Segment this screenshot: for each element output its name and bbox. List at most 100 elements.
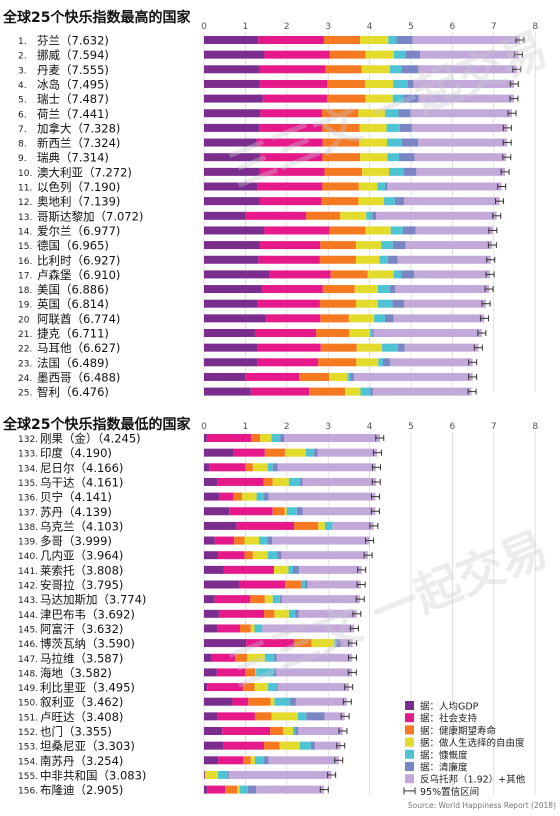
top25-x-tick-label: 6 [450,22,456,32]
source-note: Source: World Happiness Report (2018) [408,801,556,810]
bottom25-bar-segment [267,551,278,560]
bottom25-x-tick-label: 4 [367,422,373,432]
top25-bar-segment [204,197,260,206]
top25-bar-segment [389,285,396,294]
top25-bar-segment [356,343,383,352]
top25-bar-segment [259,167,325,176]
top25-bar-segment [418,65,517,74]
top25-bar-segment [349,329,371,337]
top25-bar-segment [321,109,359,118]
top25-bar-segment [259,123,323,132]
top25-bar-segment [324,36,361,44]
top25-bar-segment [366,211,373,220]
top25-bar-segment [260,109,322,118]
top25-x-tick-label: 5 [408,22,414,32]
top25-x-tick-label: 2 [284,22,290,32]
top25-bar-segment [204,314,267,323]
bottom25-rank-label: 148. [18,669,38,679]
top25-rank-label: 14. [18,227,32,237]
top25-rank-label: 24. [18,374,32,384]
top25-rank-label: 10. [18,169,32,179]
bottom25-bar-segment [217,712,255,721]
top25-country-label: 智利（6.476) [37,385,109,399]
top25-bar-segment [329,50,366,59]
bottom25-bar-segment [204,565,224,574]
bottom25-bar-segment [228,770,332,779]
bottom25-rank-label: 141. [18,567,38,577]
bottom25-bar-segment [285,448,306,457]
bottom25-bar-segment [204,521,237,530]
bottom25-country-label: 苏丹（4.139) [40,505,112,519]
top25-row: 17. 卢森堡（6.910) [18,268,495,282]
top25-rank-label: 3. [18,66,27,76]
bottom25-bar-segment [242,492,257,501]
bottom25-bar-segment [204,580,240,589]
bottom25-rank-label: 149. [18,684,38,694]
top25-bar-segment [345,387,361,396]
top25-bar-segment [387,182,502,191]
bottom25-bar-segment [227,770,229,779]
legend-label: 据：社会支持 [420,713,478,725]
bottom25-title: 全球25个快乐指数最低的国家 [2,416,191,433]
bottom25-bar-segment [279,595,282,604]
bottom25-bar-segment [216,668,246,677]
top25-bar-segment [415,226,493,235]
bottom25-country-label: 安哥拉（3.795) [40,578,123,592]
top25-bar-segment [376,211,497,220]
bottom25-bar-segment [259,536,268,545]
bottom25-bar-segment [233,492,243,501]
top25-bar-segment [325,65,362,74]
bottom25-bar-segment [317,448,378,457]
bottom25-bar-segment [274,653,277,662]
bottom25-bar-segment [204,624,218,633]
top25-bar-segment [373,329,482,337]
top25-row: 18. 美国（6.886) [18,283,494,297]
top25-country-label: 加拿大（7.328) [37,121,120,135]
bottom25-bar-segment [285,580,302,589]
bottom25-row: 150. 叙利亚（3.462) [18,695,352,709]
bottom25-bar-segment [233,448,265,457]
top25-bar-segment [372,211,377,220]
bottom25-bar-segment [310,741,315,750]
top25-bar-segment [384,197,395,206]
top25-title: 全球25个快乐指数最高的国家 [2,9,191,26]
bottom25-rank-label: 139. [18,538,38,548]
top25-bar-segment [245,211,307,220]
top25-rank-label: 7. [18,125,27,135]
bottom25-bar-segment [204,434,207,442]
bottom25-bar-segment [251,434,261,442]
bottom25-row: 149. 利比里亚（3.495) [18,681,354,695]
bottom25-country-label: 多哥（3.999) [40,534,112,548]
bottom25-bar-segment [277,551,282,560]
top25-bar-segment [257,343,321,352]
legend-item: 据：做人生选择的自由度 [405,737,525,749]
bottom25-bar-segment [244,536,260,545]
top25-row: 15. 德国（6.965) [18,239,497,253]
bottom25-bar-segment [332,521,374,530]
top25-bar-segment [360,36,389,44]
top25-bar-segment [320,314,349,323]
legend-item: 反乌托邦（1.92）+其他 [405,774,526,786]
bottom25-bar-segment [264,653,275,662]
bottom25-bar-segment [235,653,248,662]
bottom25-bar-segment [334,639,337,648]
top25-rank-label: 22. [18,345,32,355]
top25-row: 4. 冰岛（7.495) [18,77,519,91]
bottom25-bar-segment [250,595,265,604]
top25-rank-label: 12. [18,198,32,208]
bottom25-bar-segment [204,668,217,677]
top25-bar-segment [359,138,387,147]
top25-bar-segment [324,167,363,176]
top25-bar-segment [372,329,374,337]
bottom25-bar-segment [294,521,319,530]
top25-country-label: 英国（6.814) [37,297,109,311]
bottom25-bar-segment [283,727,294,735]
top25-bar-segment [379,255,388,264]
top25-bar-segment [405,241,493,250]
top25-country-label: 比利时（6.927) [37,253,120,267]
bottom25-bar-segment [274,697,291,706]
bottom25-bar-segment [277,683,349,692]
top25-bar-segment [257,299,320,308]
top25-bar-segment [355,299,378,308]
